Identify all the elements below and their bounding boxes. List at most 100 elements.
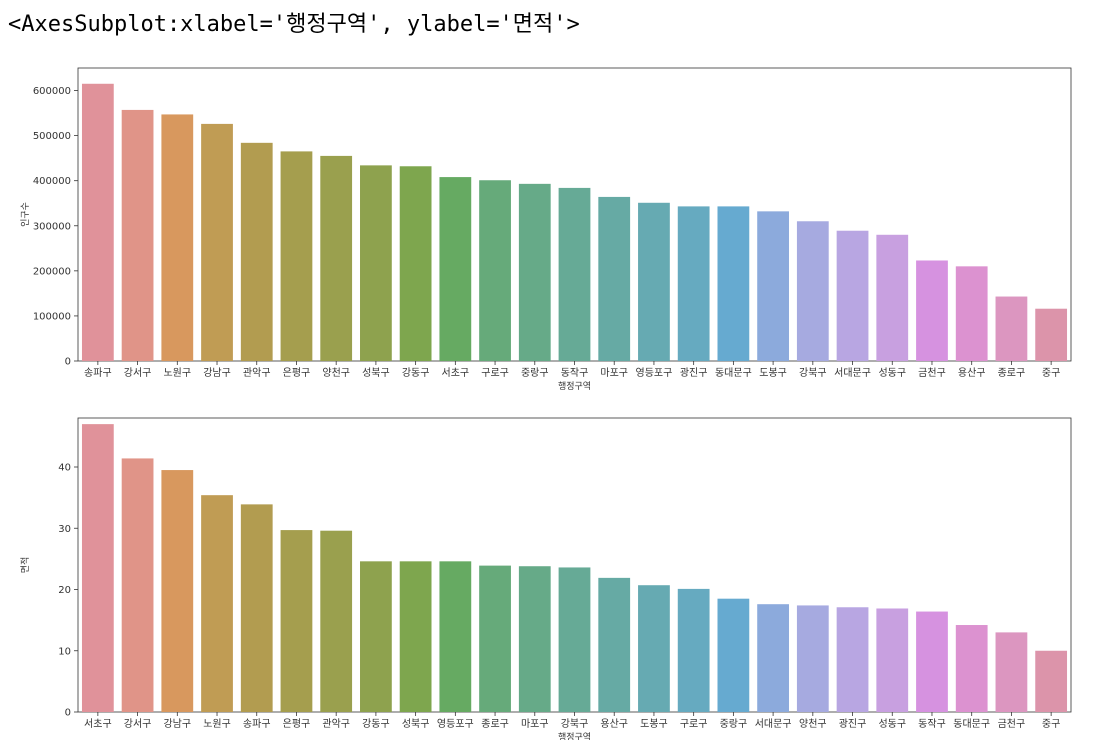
population-x-tick-label: 영등포구: [636, 367, 673, 379]
area-x-tick-label: 강남구: [163, 718, 191, 730]
population-bar: [81, 83, 114, 362]
area-x-tick-label: 구로구: [680, 719, 708, 730]
area-x-tick-label: 노원구: [203, 718, 231, 730]
population-x-tick-label: 관악구: [243, 367, 271, 379]
population-x-tick-label: 강남구: [203, 367, 231, 379]
population-x-tick-label: 도봉구: [759, 367, 787, 379]
area-x-tick-label: 광진구: [839, 718, 867, 730]
area-bar: [360, 561, 392, 712]
population-bar: [280, 151, 313, 361]
area-bar: [916, 611, 948, 712]
area-bar: [757, 604, 789, 712]
population-y-tick-label: 100000: [33, 311, 71, 322]
population-x-tick-label: 금천구: [918, 367, 946, 379]
area-bar: [201, 495, 233, 712]
area-bar: [717, 598, 750, 712]
area-bar: [518, 566, 551, 712]
population-x-tick-label: 마포구: [600, 367, 628, 379]
area-x-tick-label: 양천구: [799, 718, 827, 730]
population-x-tick-label: 구로구: [481, 368, 509, 379]
population-bar: [479, 180, 511, 361]
area-bar: [439, 561, 472, 712]
population-bar: [598, 196, 631, 361]
population-bar: [1035, 308, 1068, 361]
area-x-tick-label: 송파구: [243, 718, 271, 730]
population-bar: [201, 123, 233, 361]
area-bar: [677, 588, 710, 712]
area-x-tick-label: 서초구: [84, 718, 112, 730]
area-x-tick-label: 성북구: [402, 718, 430, 730]
area-bar: [81, 424, 114, 712]
population-x-tick-label: 용산구: [958, 367, 986, 379]
area-bar: [479, 565, 511, 712]
population-bar: [955, 266, 988, 361]
population-bar: [717, 206, 750, 361]
population-x-tick-label: 서대문구: [834, 367, 871, 379]
area-x-axis-label: 행정구역: [558, 731, 591, 740]
population-x-tick-label: 은평구: [283, 367, 311, 379]
area-bar: [121, 458, 154, 712]
population-x-tick-label: 노원구: [163, 367, 191, 379]
area-bar-chart: 0 10 20 30 40 서초구 강서구 강남구 노원구 송파구 은평구 관악구 강동구 성북구 영등포구…: [19, 417, 1072, 740]
population-bar: [757, 211, 789, 361]
population-bar-chart: 0 100000 200000 300000 400000 500000 600000 송파구…: [20, 67, 1072, 392]
population-bar: [876, 234, 909, 361]
population-bar: [518, 183, 551, 361]
area-y-axis-label: 면적: [19, 557, 31, 574]
area-x-tick-label: 중랑구: [720, 718, 748, 730]
population-x-tick-label: 성동구: [878, 367, 906, 379]
population-bar: [638, 202, 670, 361]
area-bar: [598, 577, 631, 712]
area-x-tick-label: 동작구: [918, 718, 946, 730]
population-x-tick-label: 동대문구: [715, 367, 752, 379]
population-bar: [360, 165, 392, 361]
population-x-tick-label: 양천구: [322, 367, 350, 379]
population-x-tick-label: 강서구: [124, 367, 152, 379]
population-bar: [916, 260, 948, 361]
area-bar: [1035, 650, 1068, 712]
area-bar: [320, 530, 353, 712]
area-y-tick-label: 10: [58, 646, 71, 657]
population-bar: [558, 187, 591, 361]
area-x-tick-label: 중구: [1042, 718, 1060, 730]
area-bar: [796, 605, 829, 712]
area-x-tick-label: 종로구: [481, 718, 509, 730]
population-y-tick-label: 300000: [33, 221, 71, 232]
population-bar: [121, 109, 154, 361]
population-x-tick-label: 중랑구: [521, 367, 549, 379]
population-bar: [677, 206, 710, 361]
area-y-tick-label: 40: [58, 463, 71, 474]
population-bar: [796, 221, 829, 361]
area-y-tick-label: 30: [58, 524, 71, 535]
population-x-tick-label: 성북구: [362, 367, 390, 379]
area-bar: [836, 607, 869, 712]
area-bar: [995, 632, 1028, 712]
area-x-tick-label: 성동구: [878, 718, 906, 730]
population-bar: [320, 155, 353, 361]
population-x-tick-label: 서초구: [442, 367, 470, 379]
area-x-tick-label: 강동구: [362, 718, 390, 730]
population-x-tick-label: 동작구: [561, 367, 589, 379]
population-bar: [161, 114, 194, 361]
area-bar: [876, 608, 909, 712]
area-bar: [558, 567, 591, 712]
population-bar: [836, 230, 869, 361]
population-y-tick-label: 500000: [33, 131, 71, 142]
population-y-tick-label: 200000: [33, 266, 71, 277]
population-bar: [399, 166, 432, 361]
area-x-tick-label: 강서구: [124, 718, 152, 730]
population-x-tick-label: 종로구: [998, 367, 1026, 379]
area-x-tick-label: 관악구: [322, 718, 350, 730]
population-x-tick-label: 광진구: [680, 367, 708, 379]
population-x-tick-label: 강동구: [402, 367, 430, 379]
area-x-tick-label: 마포구: [521, 718, 549, 730]
population-x-axis-label: 행정구역: [558, 380, 591, 392]
area-bar: [240, 504, 273, 712]
area-x-tick-label: 동대문구: [953, 718, 990, 730]
area-y-tick-label: 0: [65, 708, 71, 719]
area-x-tick-label: 도봉구: [640, 718, 668, 730]
area-bar: [955, 625, 988, 712]
area-bar: [399, 561, 432, 712]
area-x-tick-label: 영등포구: [437, 718, 474, 730]
area-x-tick-label: 은평구: [283, 718, 311, 730]
